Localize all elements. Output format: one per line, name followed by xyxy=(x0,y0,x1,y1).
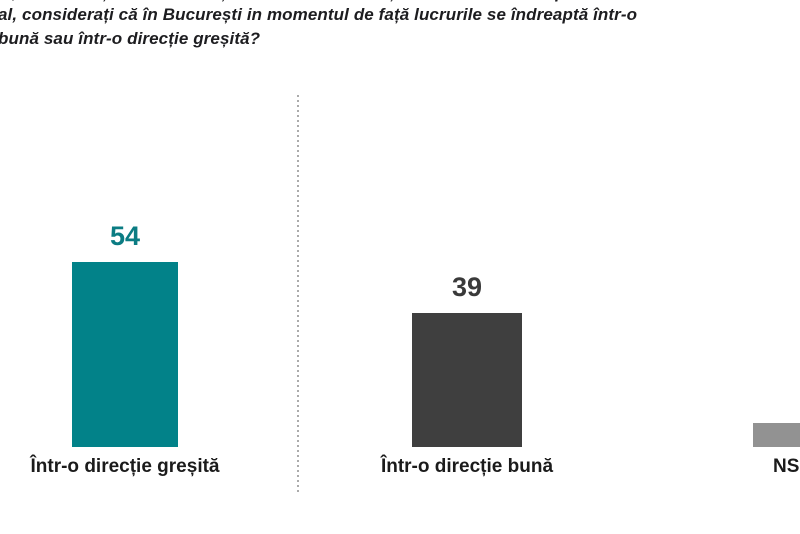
vertical-dotted-divider xyxy=(297,95,299,495)
bar-value-label: 54 xyxy=(109,221,141,251)
bar xyxy=(72,262,178,447)
bar xyxy=(753,423,800,447)
chart-title-line-2: bună sau într-o direcție greșită? xyxy=(0,29,261,48)
bar-category-label: NS xyxy=(773,456,800,477)
bar-category-label: Într-o direcție greșită xyxy=(30,456,220,477)
bar-value-label: 39 xyxy=(451,272,483,302)
bar xyxy=(412,313,522,447)
bar-category-label: Într-o direcție bună xyxy=(380,456,554,477)
chart-title-line-1: al, considerați că în București in momen… xyxy=(0,5,638,24)
clipped-text-fragment: al, considerați că în București in momen… xyxy=(0,0,578,4)
